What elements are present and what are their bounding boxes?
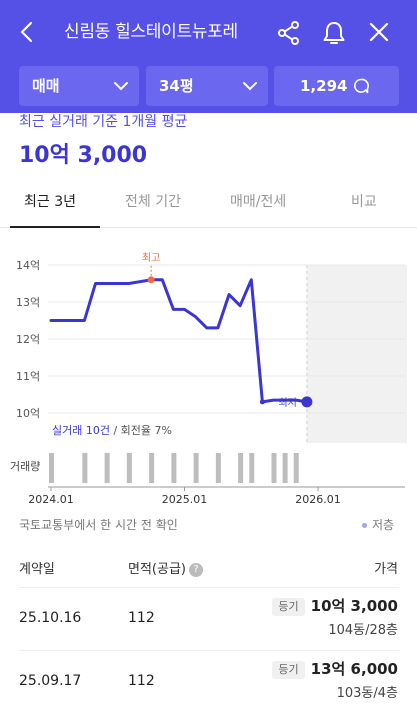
back-icon[interactable] xyxy=(16,20,40,44)
current-point xyxy=(301,396,313,408)
price-basis-label: 최근 실거래 기준 1개월 평균 xyxy=(19,114,188,130)
volume-bar xyxy=(249,453,255,483)
x-tick-label: 2026.01 xyxy=(295,493,341,506)
volume-label: 거래량 xyxy=(10,460,40,473)
price-value: 13억 6,000 xyxy=(310,660,398,678)
share-icon[interactable] xyxy=(276,20,302,46)
area-dropdown[interactable]: 34평 xyxy=(146,66,268,106)
transactions-info: 실거래 10건 / 회전율 7% xyxy=(52,424,172,437)
chat-bubble-icon xyxy=(354,78,369,94)
area-value: 112 xyxy=(128,610,155,626)
volume-bar xyxy=(282,453,288,483)
contract-date: 25.10.16 xyxy=(19,610,82,626)
help-icon[interactable]: ? xyxy=(188,562,203,577)
average-price: 10억 3,000 xyxy=(19,143,148,168)
y-tick-label: 14억 xyxy=(16,259,40,272)
low-label: 최저 xyxy=(278,397,296,409)
volume-bar xyxy=(104,453,110,483)
price-line xyxy=(49,278,309,404)
y-tick-label: 11억 xyxy=(16,370,40,383)
price-value: 10억 3,000 xyxy=(310,597,398,615)
low-floor-legend: 저층 xyxy=(362,516,394,534)
volume-bar xyxy=(193,453,199,483)
chat-count: 1,294 xyxy=(300,77,348,95)
page-title: 신림동 힐스테이트뉴포레 xyxy=(64,22,238,42)
x-tick-label: 2024.01 xyxy=(28,493,74,506)
tab-compare[interactable]: 비교 xyxy=(351,194,377,210)
column-header-date: 계약일 xyxy=(19,562,55,577)
x-tick-label: 2025.01 xyxy=(162,493,208,506)
volume-bar xyxy=(149,453,155,483)
y-tick-label: 10억 xyxy=(16,407,40,420)
high-point xyxy=(147,276,155,284)
column-header-price: 가격 xyxy=(374,562,398,577)
registered-badge: 등기 xyxy=(272,597,305,616)
volume-bar xyxy=(238,453,244,483)
filter-row: 매매 34평 1,294 xyxy=(19,66,399,106)
y-tick-label: 12억 xyxy=(16,333,40,346)
table-row[interactable]: 25.09.17 112 등기 13억 6,000 103동/4층 xyxy=(0,651,417,713)
registered-badge: 등기 xyxy=(272,660,305,679)
column-header-area: 면적(공급)? xyxy=(128,561,203,579)
header-bar: 신림동 힐스테이트뉴포레 매매 34평 1,294 xyxy=(0,0,417,113)
chevron-down-icon xyxy=(243,82,257,91)
price-cell: 등기 10억 3,000 xyxy=(272,596,398,616)
trade-type-label: 매매 xyxy=(32,77,60,95)
future-region xyxy=(306,265,407,443)
volume-bar xyxy=(293,453,299,483)
building-floor: 104동/28층 xyxy=(328,623,398,638)
tab-sale-jeonse[interactable]: 매매/전세 xyxy=(230,194,287,210)
trade-type-dropdown[interactable]: 매매 xyxy=(19,66,139,106)
building-floor: 103동/4층 xyxy=(336,686,398,701)
tab-all-period[interactable]: 전체 기간 xyxy=(125,194,181,210)
bell-icon[interactable] xyxy=(320,19,348,47)
area-value: 112 xyxy=(128,673,155,689)
volume-bar xyxy=(215,453,221,483)
volume-bar xyxy=(126,453,132,483)
area-header-label: 면적(공급) xyxy=(128,562,186,577)
high-label: 최고 xyxy=(142,252,160,264)
transaction-count: 실거래 10건 xyxy=(52,424,113,437)
period-tabs: 최근 3년 전체 기간 매매/전세 비교 xyxy=(0,182,417,228)
volume-bar xyxy=(171,453,177,483)
contract-date: 25.09.17 xyxy=(19,673,82,689)
volume-bar xyxy=(271,453,277,483)
data-source-text: 국토교통부에서 한 시간 전 확인 xyxy=(19,518,178,532)
price-cell: 등기 13억 6,000 xyxy=(272,659,398,679)
row-divider xyxy=(19,587,399,588)
active-tab-underline xyxy=(10,226,100,228)
row-divider xyxy=(19,650,399,651)
area-label: 34평 xyxy=(159,77,194,95)
y-tick-label: 13억 xyxy=(16,296,40,309)
volume-bar xyxy=(49,453,54,483)
turnover-rate: / 회전율 7% xyxy=(113,424,172,437)
top-row: 신림동 힐스테이트뉴포레 xyxy=(0,0,417,64)
low-point xyxy=(259,399,265,405)
close-icon[interactable] xyxy=(367,20,391,44)
volume-bar xyxy=(82,453,88,483)
chevron-down-icon xyxy=(114,82,128,91)
tab-recent-3-years[interactable]: 최근 3년 xyxy=(24,194,76,210)
chat-button[interactable]: 1,294 xyxy=(274,66,399,106)
table-row[interactable]: 25.10.16 112 등기 10억 3,000 104동/28층 xyxy=(0,588,417,650)
